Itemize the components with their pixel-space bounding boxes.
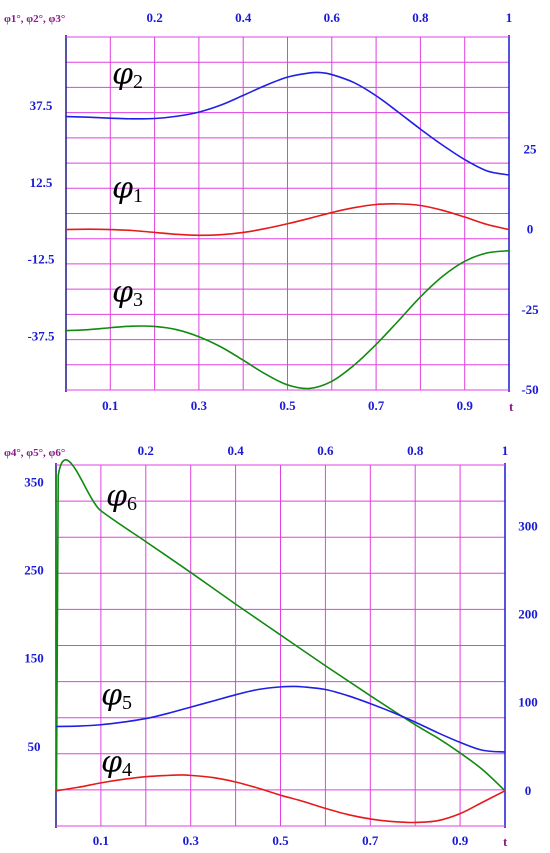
chart-bottom-top-tick-label: 0.8 [407,443,424,458]
chart-top-bottom-tick-label: 0.1 [102,398,118,413]
chart-top-series-label-2: φ2 [112,57,143,93]
chart-top-left-tick-label: -12.5 [27,252,55,267]
chart-bottom-left-tick-label: 350 [24,475,44,490]
chart-top-right-tick-label: 25 [524,141,538,156]
chart-bottom-right-tick-label: 200 [518,607,538,622]
chart-top: φ1°, φ2°, φ3° t 0.2 0.4 0.6 0.8 10.1 0.3 0.5 0.… [4,10,539,414]
chart-top-bottom-tick-label: 0.5 [279,398,296,413]
chart-bottom-right-tick-label: 0 [525,783,532,798]
chart-bottom-top-tick-label: 1 [502,443,509,458]
chart-bottom-corner-label: φ4°, φ5°, φ6° [4,447,65,459]
chart-bottom-series-label-4: φ4 [101,745,132,781]
chart-top-right-tick-label: 0 [527,222,534,237]
chart-bottom-series-label-6: φ6 [106,479,137,515]
chart-top-series-label-1: φ1 [112,171,143,207]
chart-bottom-bottom-tick-label: 0.1 [93,833,109,848]
chart-bottom-series-line-6 [55,459,506,792]
chart-top-bottom-tick-label: 0.9 [457,398,474,413]
chart-bottom-top-tick-label: 0.4 [227,443,244,458]
chart-top-t-label: t [509,399,514,414]
chart-bottom-left-tick-label: 50 [28,739,41,754]
chart-top-series-line-3 [65,249,510,390]
chart-bottom-top-tick-label: 0.6 [317,443,334,458]
chart-bottom-bottom-tick-label: 0.7 [362,833,379,848]
chart-top-bottom-tick-label: 0.7 [368,398,385,413]
chart-bottom-series-line-5 [55,685,506,753]
chart-bottom-bottom-tick-label: 0.9 [452,833,469,848]
chart-top-grid [66,37,509,390]
chart-bottom-series-line-4 [55,774,506,824]
chart-top-top-tick-label: 0.2 [146,10,162,25]
chart-top-series [65,71,510,390]
chart-bottom-grid [56,465,505,826]
chart-top-series-labels: φ2 φ1 φ3 [112,57,143,311]
chart-bottom-bottom-tick-label: 0.5 [272,833,289,848]
chart-top-left-tick-label: -37.5 [27,328,55,343]
chart-top-top-tick-label: 0.8 [412,10,429,25]
chart-top-left-tick-label: 37.5 [30,98,53,113]
chart-bottom: φ4°, φ5°, φ6° t 0.2 0.4 0.6 0.8 10.1 0.3 0.5 0.… [4,443,538,849]
chart-top-corner-label: φ1°, φ2°, φ3° [4,13,65,25]
chart-top-top-tick-label: 0.6 [324,10,341,25]
chart-bottom-series-label-5: φ5 [101,678,132,714]
chart-bottom-left-tick-label: 150 [24,651,44,666]
chart-top-ticks: 0.2 0.4 0.6 0.8 1 0.1 0.3 0.5 0.7 0.9 37.5 12.5 -12.… [27,10,539,413]
chart-bottom-series-labels: φ6 φ5 φ4 [101,479,137,781]
chart-top-bottom-tick-label: 0.3 [191,398,208,413]
chart-bottom-bottom-tick-label: 0.3 [183,833,200,848]
chart-top-right-tick-label: -50 [521,382,538,397]
chart-top-top-tick-label: 0.4 [235,10,252,25]
chart-bottom-right-tick-label: 300 [518,519,538,534]
chart-top-series-label-3: φ3 [112,275,143,311]
chart-top-top-tick-label: 1 [506,10,513,25]
chart-top-right-tick-label: -25 [521,302,539,317]
chart-top-series-line-1 [65,203,510,237]
chart-bottom-ticks: 0.2 0.4 0.6 0.8 1 0.1 0.3 0.5 0.7 0.9 350 250 150 50 3… [24,443,538,848]
chart-top-series-line-2 [65,71,510,176]
chart-bottom-t-label: t [503,834,508,849]
chart-bottom-series [55,459,506,824]
chart-top-axes [65,35,510,392]
chart-bottom-top-tick-label: 0.2 [138,443,154,458]
chart-bottom-left-tick-label: 250 [24,563,44,578]
chart-top-left-tick-label: 12.5 [30,175,53,190]
chart-bottom-right-tick-label: 100 [518,695,538,710]
